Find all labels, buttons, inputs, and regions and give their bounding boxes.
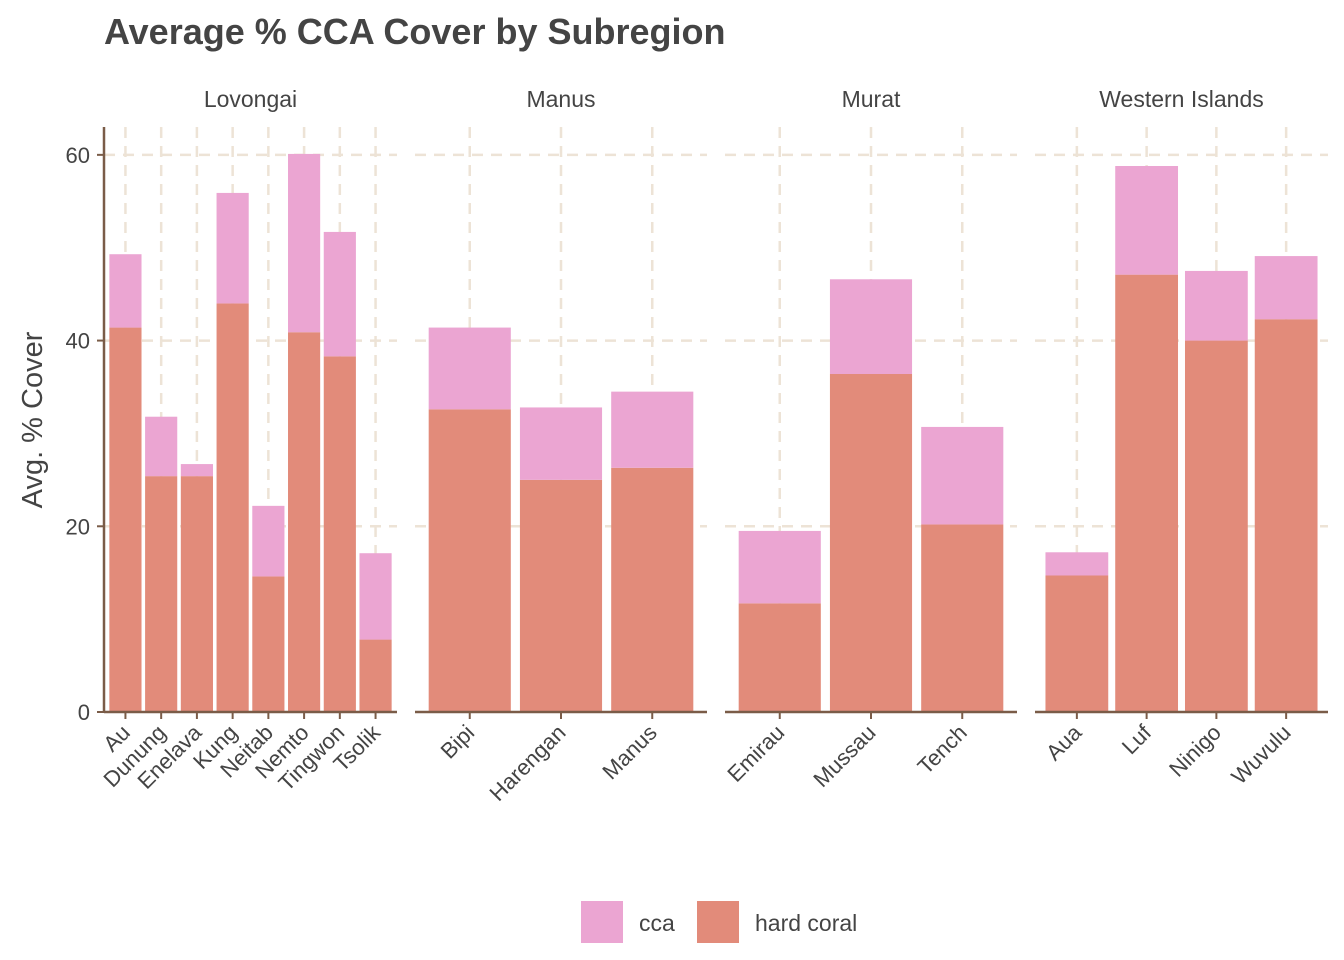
bar-hard-coral-ninigo xyxy=(1184,340,1248,712)
y-tick-label: 40 xyxy=(66,329,90,354)
bar-cca-enelava xyxy=(180,464,213,477)
bar-hard-coral-tsolik xyxy=(359,639,392,712)
x-tick-label: Mussau xyxy=(808,720,880,792)
x-tick-label: Luf xyxy=(1117,719,1157,759)
y-axis-label: Avg. % Cover xyxy=(17,331,49,508)
bar-hard-coral-aua xyxy=(1045,575,1109,712)
x-tick-label: Aua xyxy=(1041,719,1087,765)
bar-cca-tench xyxy=(921,426,1004,525)
x-tick-label: Emirau xyxy=(722,720,789,787)
bar-hard-coral-nemto xyxy=(288,332,321,712)
bar-cca-luf xyxy=(1115,166,1179,275)
y-tick-label: 0 xyxy=(78,700,90,725)
bar-hard-coral-manus xyxy=(611,467,694,712)
facet-label: Lovongai xyxy=(204,86,297,112)
bar-cca-emirau xyxy=(738,530,821,604)
bar-hard-coral-bipi xyxy=(428,409,511,712)
bar-cca-nemto xyxy=(288,153,321,333)
facet-label: Murat xyxy=(842,86,901,112)
facet-murat: Emirau Mussau Tench Murat xyxy=(722,86,1017,792)
bar-cca-dunung xyxy=(145,416,178,477)
bar-cca-wuvulu xyxy=(1254,256,1318,320)
x-tick-label: Wuvulu xyxy=(1226,720,1295,789)
facet-panels: AuDunungEnelavaKungNeitabNemtoTingwonTso… xyxy=(66,86,1328,806)
bar-hard-coral-dunung xyxy=(145,476,178,712)
bar-hard-coral-luf xyxy=(1115,274,1179,712)
bar-hard-coral-tingwon xyxy=(323,356,356,712)
bar-cca-neitab xyxy=(252,505,285,577)
legend: cca hard coral xyxy=(581,901,857,943)
facet-manus: Bipi Harengan Manus Manus xyxy=(415,86,707,806)
x-tick-label: Manus xyxy=(597,720,661,784)
facet-label: Manus xyxy=(526,86,595,112)
bar-hard-coral-mussau xyxy=(829,374,913,712)
y-tick-label: 20 xyxy=(66,514,90,539)
bar-hard-coral-kung xyxy=(216,303,249,712)
x-tick-label: Bipi xyxy=(436,720,480,764)
bar-hard-coral-neitab xyxy=(252,576,285,712)
bar-hard-coral-tench xyxy=(921,524,1004,712)
bar-hard-coral-harengan xyxy=(519,479,603,712)
y-tick-label: 60 xyxy=(66,143,90,168)
x-tick-label: Tench xyxy=(913,720,972,779)
chart-title: Average % CCA Cover by Subregion xyxy=(104,11,725,52)
legend-label-hard-coral: hard coral xyxy=(755,910,857,936)
facet-lovongai: AuDunungEnelavaKungNeitabNemtoTingwonTso… xyxy=(66,86,397,796)
legend-label-cca: cca xyxy=(639,910,675,936)
bar-cca-ninigo xyxy=(1184,270,1248,341)
bar-cca-tsolik xyxy=(359,553,392,640)
bar-cca-manus xyxy=(611,391,694,468)
bar-cca-kung xyxy=(216,192,249,304)
bar-cca-aua xyxy=(1045,552,1109,576)
x-tick-label: Harengan xyxy=(485,720,571,806)
bar-hard-coral-enelava xyxy=(180,476,213,712)
x-tick-label: Ninigo xyxy=(1164,720,1226,782)
bar-cca-mussau xyxy=(829,279,913,374)
legend-swatch-cca xyxy=(581,901,623,943)
bar-hard-coral-wuvulu xyxy=(1254,319,1318,712)
bar-hard-coral-au xyxy=(109,327,142,712)
legend-swatch-hard-coral xyxy=(697,901,739,943)
bar-cca-bipi xyxy=(428,327,511,410)
bar-hard-coral-emirau xyxy=(738,603,821,712)
bar-cca-au xyxy=(109,254,142,328)
bar-cca-tingwon xyxy=(323,231,356,357)
bar-cca-harengan xyxy=(519,407,603,480)
facet-western-islands: Aua Luf Ninigo Wuvulu Western Islands xyxy=(1035,86,1328,789)
facet-label: Western Islands xyxy=(1099,86,1263,112)
